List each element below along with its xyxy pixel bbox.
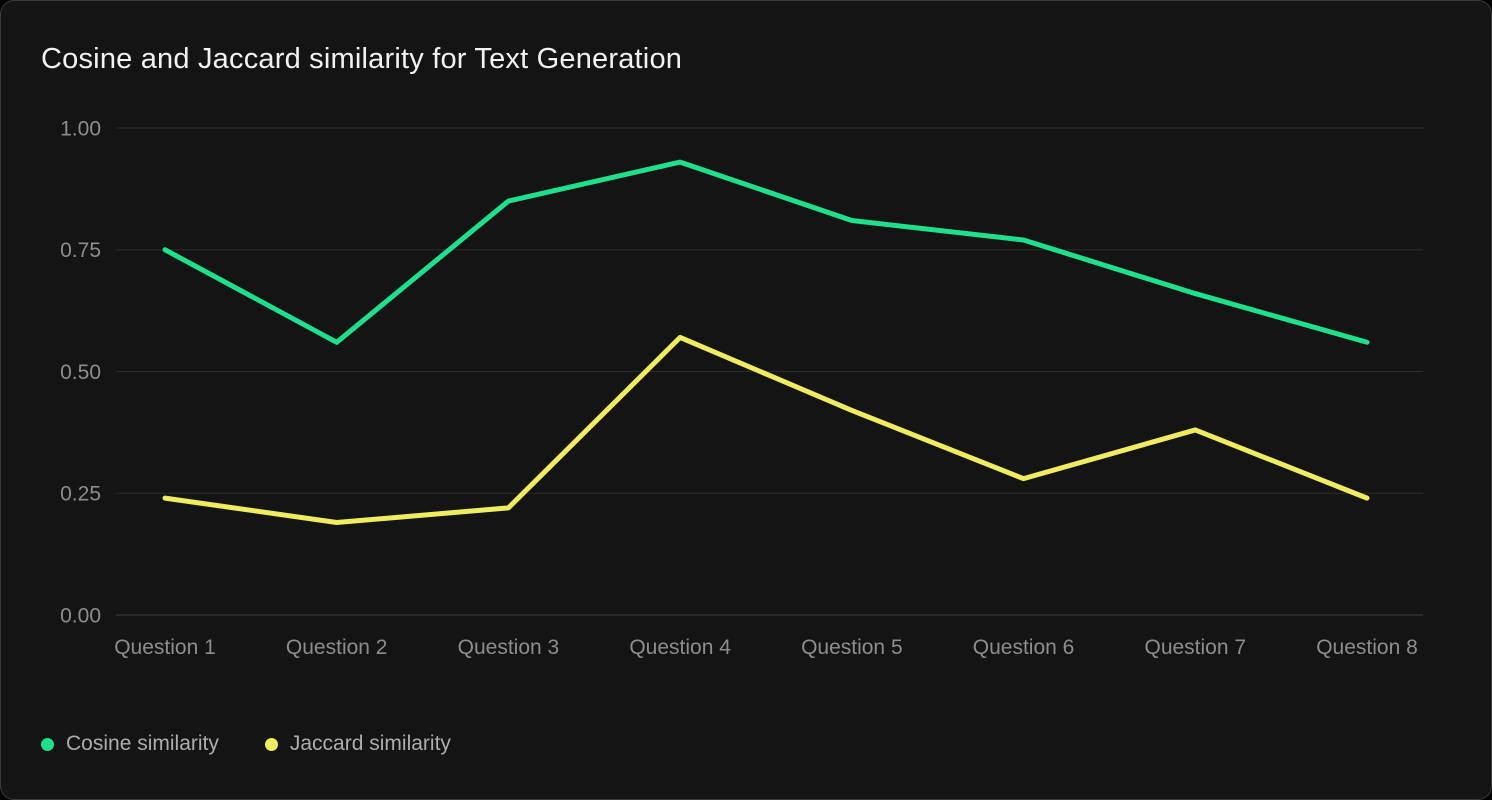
series-line-jaccard-similarity (162, 334, 1370, 525)
y-axis-tick-label: 0.00 (60, 604, 101, 627)
series-line-cosine-similarity (162, 159, 1370, 345)
x-axis-tick-label: Question 4 (629, 636, 731, 659)
legend-label: Cosine similarity (66, 732, 219, 755)
chart-title: Cosine and Jaccard similarity for Text G… (41, 43, 683, 75)
y-axis-tick-label: 0.25 (60, 483, 101, 506)
legend-label: Jaccard similarity (289, 732, 451, 755)
legend-item-jaccard-similarity[interactable]: Jaccard similarity (264, 732, 451, 756)
y-axis-tick-label: 1.00 (60, 117, 101, 140)
x-axis-tick-label: Question 8 (1316, 636, 1418, 659)
x-axis-tick-label: Question 2 (286, 636, 388, 659)
x-axis-tick-label: Question 6 (973, 636, 1075, 659)
chart-legend: Cosine similarity Jaccard similarity (41, 732, 451, 756)
y-axis-tick-label: 0.50 (60, 361, 101, 384)
legend-dot-icon (264, 737, 278, 751)
x-axis-tick-label: Question 7 (1144, 636, 1246, 659)
x-axis-tick-label: Question 3 (458, 636, 560, 659)
legend-item-cosine-similarity[interactable]: Cosine similarity (41, 732, 219, 756)
x-axis-tick-label: Question 5 (801, 636, 903, 659)
x-axis-tick-label: Question 1 (114, 636, 216, 659)
y-axis-tick-label: 0.75 (60, 239, 101, 262)
legend-dot-icon (41, 737, 54, 751)
